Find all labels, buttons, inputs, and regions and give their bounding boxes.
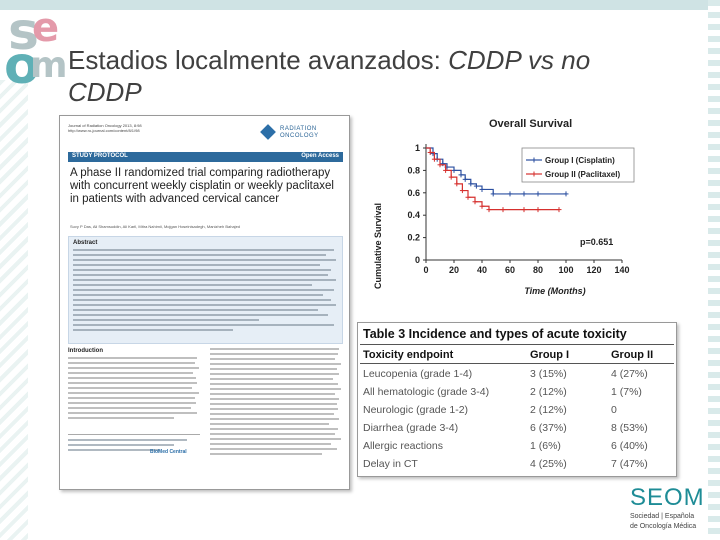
- biomed-central-logo: BioMed Central: [150, 449, 187, 455]
- right-decor-stripes: [708, 0, 720, 540]
- article-title: A phase II randomized trial comparing ra…: [70, 167, 334, 205]
- logo-text-1: RADIATION: [280, 126, 317, 132]
- x-tick-label: 60: [505, 265, 515, 275]
- table-cell-endpoint: Allergic reactions: [363, 440, 443, 452]
- title-italic-text: CDDP vs no: [448, 45, 591, 75]
- abstract-heading: Abstract: [73, 240, 98, 246]
- title-line2-text: CDDP: [68, 77, 142, 107]
- logo-text-2: ONCOLOGY: [280, 133, 319, 139]
- title-main-text: Estadios localmente avanzados:: [68, 45, 449, 75]
- logo-letter-e: e: [32, 5, 60, 51]
- radiation-oncology-logo: RADIATION ONCOLOGY: [260, 122, 344, 142]
- table-cell-endpoint: Diarrhea (grade 3-4): [363, 422, 459, 434]
- legend-label-group-1: Group I (Cisplatin): [545, 156, 615, 165]
- x-tick-label: 20: [449, 265, 459, 275]
- chart-pvalue: p=0.651: [580, 237, 613, 247]
- left-decor-stripes: [0, 80, 28, 540]
- paper-screenshot: Journal of Radiation Oncology 2013, 8:98…: [59, 115, 350, 490]
- seom-logo-sub2: de Oncología Médica: [630, 523, 697, 530]
- table-cell-endpoint: Leucopenia (grade 1-4): [363, 368, 473, 380]
- table-cell-group-2: 6 (40%): [611, 440, 648, 452]
- logo-letter-m: m: [30, 45, 68, 86]
- table-header-endpoint: Toxicity endpoint: [363, 349, 454, 361]
- intro-heading: Introduction: [68, 348, 103, 354]
- abstract-text-lines: [73, 249, 339, 334]
- x-tick-label: 40: [477, 265, 487, 275]
- table-cell-group-1: 6 (37%): [530, 422, 567, 434]
- table-cell-endpoint: All hematologic (grade 3-4): [363, 386, 490, 398]
- x-tick-label: 80: [533, 265, 543, 275]
- y-tick-label: 0.4: [407, 210, 420, 220]
- top-bar: [0, 0, 720, 10]
- seom-letters-logo: s e o m: [2, 2, 68, 92]
- table-cell-group-1: 2 (12%): [530, 404, 567, 416]
- x-tick-label: 140: [614, 265, 629, 275]
- legend-box: [521, 147, 635, 183]
- table-cell-group-2: 1 (7%): [611, 386, 642, 398]
- table-cell-group-1: 4 (25%): [530, 458, 567, 470]
- seom-logo-sub1: Sociedad | Española: [630, 513, 695, 520]
- x-tick-label: 120: [586, 265, 601, 275]
- legend-label-group-2: Group II (Paclitaxel): [545, 170, 620, 179]
- table-cell-group-1: 3 (15%): [530, 368, 567, 380]
- journal-line-1: Journal of Radiation Oncology 2013, 8:98: [68, 123, 142, 128]
- table-title: Table 3 Incidence and types of acute tox…: [363, 327, 627, 341]
- journal-logo-icon: [260, 124, 276, 140]
- y-tick-label: 1: [415, 143, 420, 153]
- table-cell-group-2: 4 (27%): [611, 368, 648, 380]
- y-tick-label: 0.2: [407, 233, 420, 243]
- chart-title: Overall Survival: [489, 118, 572, 130]
- journal-citation: Journal of Radiation Oncology 2013, 8:98…: [68, 123, 142, 133]
- survival-chart: Overall Survival Cumulative Survival Tim…: [373, 118, 635, 296]
- table-header-group-1: Group I: [530, 349, 570, 361]
- y-tick-label: 0.6: [407, 188, 420, 198]
- y-tick-label: 0.8: [407, 165, 420, 175]
- article-authors: Suvy P Das, Ali Shamsuddin, Ali Karil, M…: [70, 224, 241, 229]
- abstract-box: Abstract: [68, 236, 343, 344]
- logo-letter-s: s: [8, 2, 39, 62]
- table-cell-endpoint: Neurologic (grade 1-2): [363, 404, 469, 416]
- x-tick-label: 0: [423, 265, 428, 275]
- journal-line-2: http://www.ro-journal.com/content/8/1/98: [68, 128, 140, 133]
- open-access-label: Open Access: [301, 153, 339, 159]
- table-cell-group-2: 8 (53%): [611, 422, 648, 434]
- seom-logo: SEOM Sociedad | Española de Oncología Mé…: [626, 484, 716, 538]
- body-column-left: Introduction: [68, 348, 200, 422]
- x-tick-label: 100: [558, 265, 573, 275]
- seom-logo-name: SEOM: [630, 484, 705, 511]
- table-cell-group-2: 7 (47%): [611, 458, 648, 470]
- table-cell-endpoint: Delay in CT: [363, 458, 418, 470]
- article-type-label: STUDY PROTOCOL: [72, 153, 128, 159]
- toxicity-table: Table 3 Incidence and types of acute tox…: [357, 322, 677, 477]
- table-header-group-2: Group II: [611, 349, 654, 361]
- table-cell-group-1: 2 (12%): [530, 386, 567, 398]
- article-type-bar: STUDY PROTOCOL Open Access: [68, 152, 343, 162]
- chart-xlabel: Time (Months): [524, 286, 585, 296]
- logo-letter-o: o: [4, 36, 40, 96]
- y-tick-label: 0: [415, 255, 420, 265]
- chart-ylabel: Cumulative Survival: [373, 203, 383, 289]
- paper-footnote: [68, 434, 200, 462]
- table-cell-group-1: 1 (6%): [530, 440, 561, 452]
- slide-title: Estadios localmente avanzados: CDDP vs n…: [68, 44, 668, 108]
- table-cell-group-2: 0: [611, 404, 617, 416]
- body-column-right: [210, 348, 342, 458]
